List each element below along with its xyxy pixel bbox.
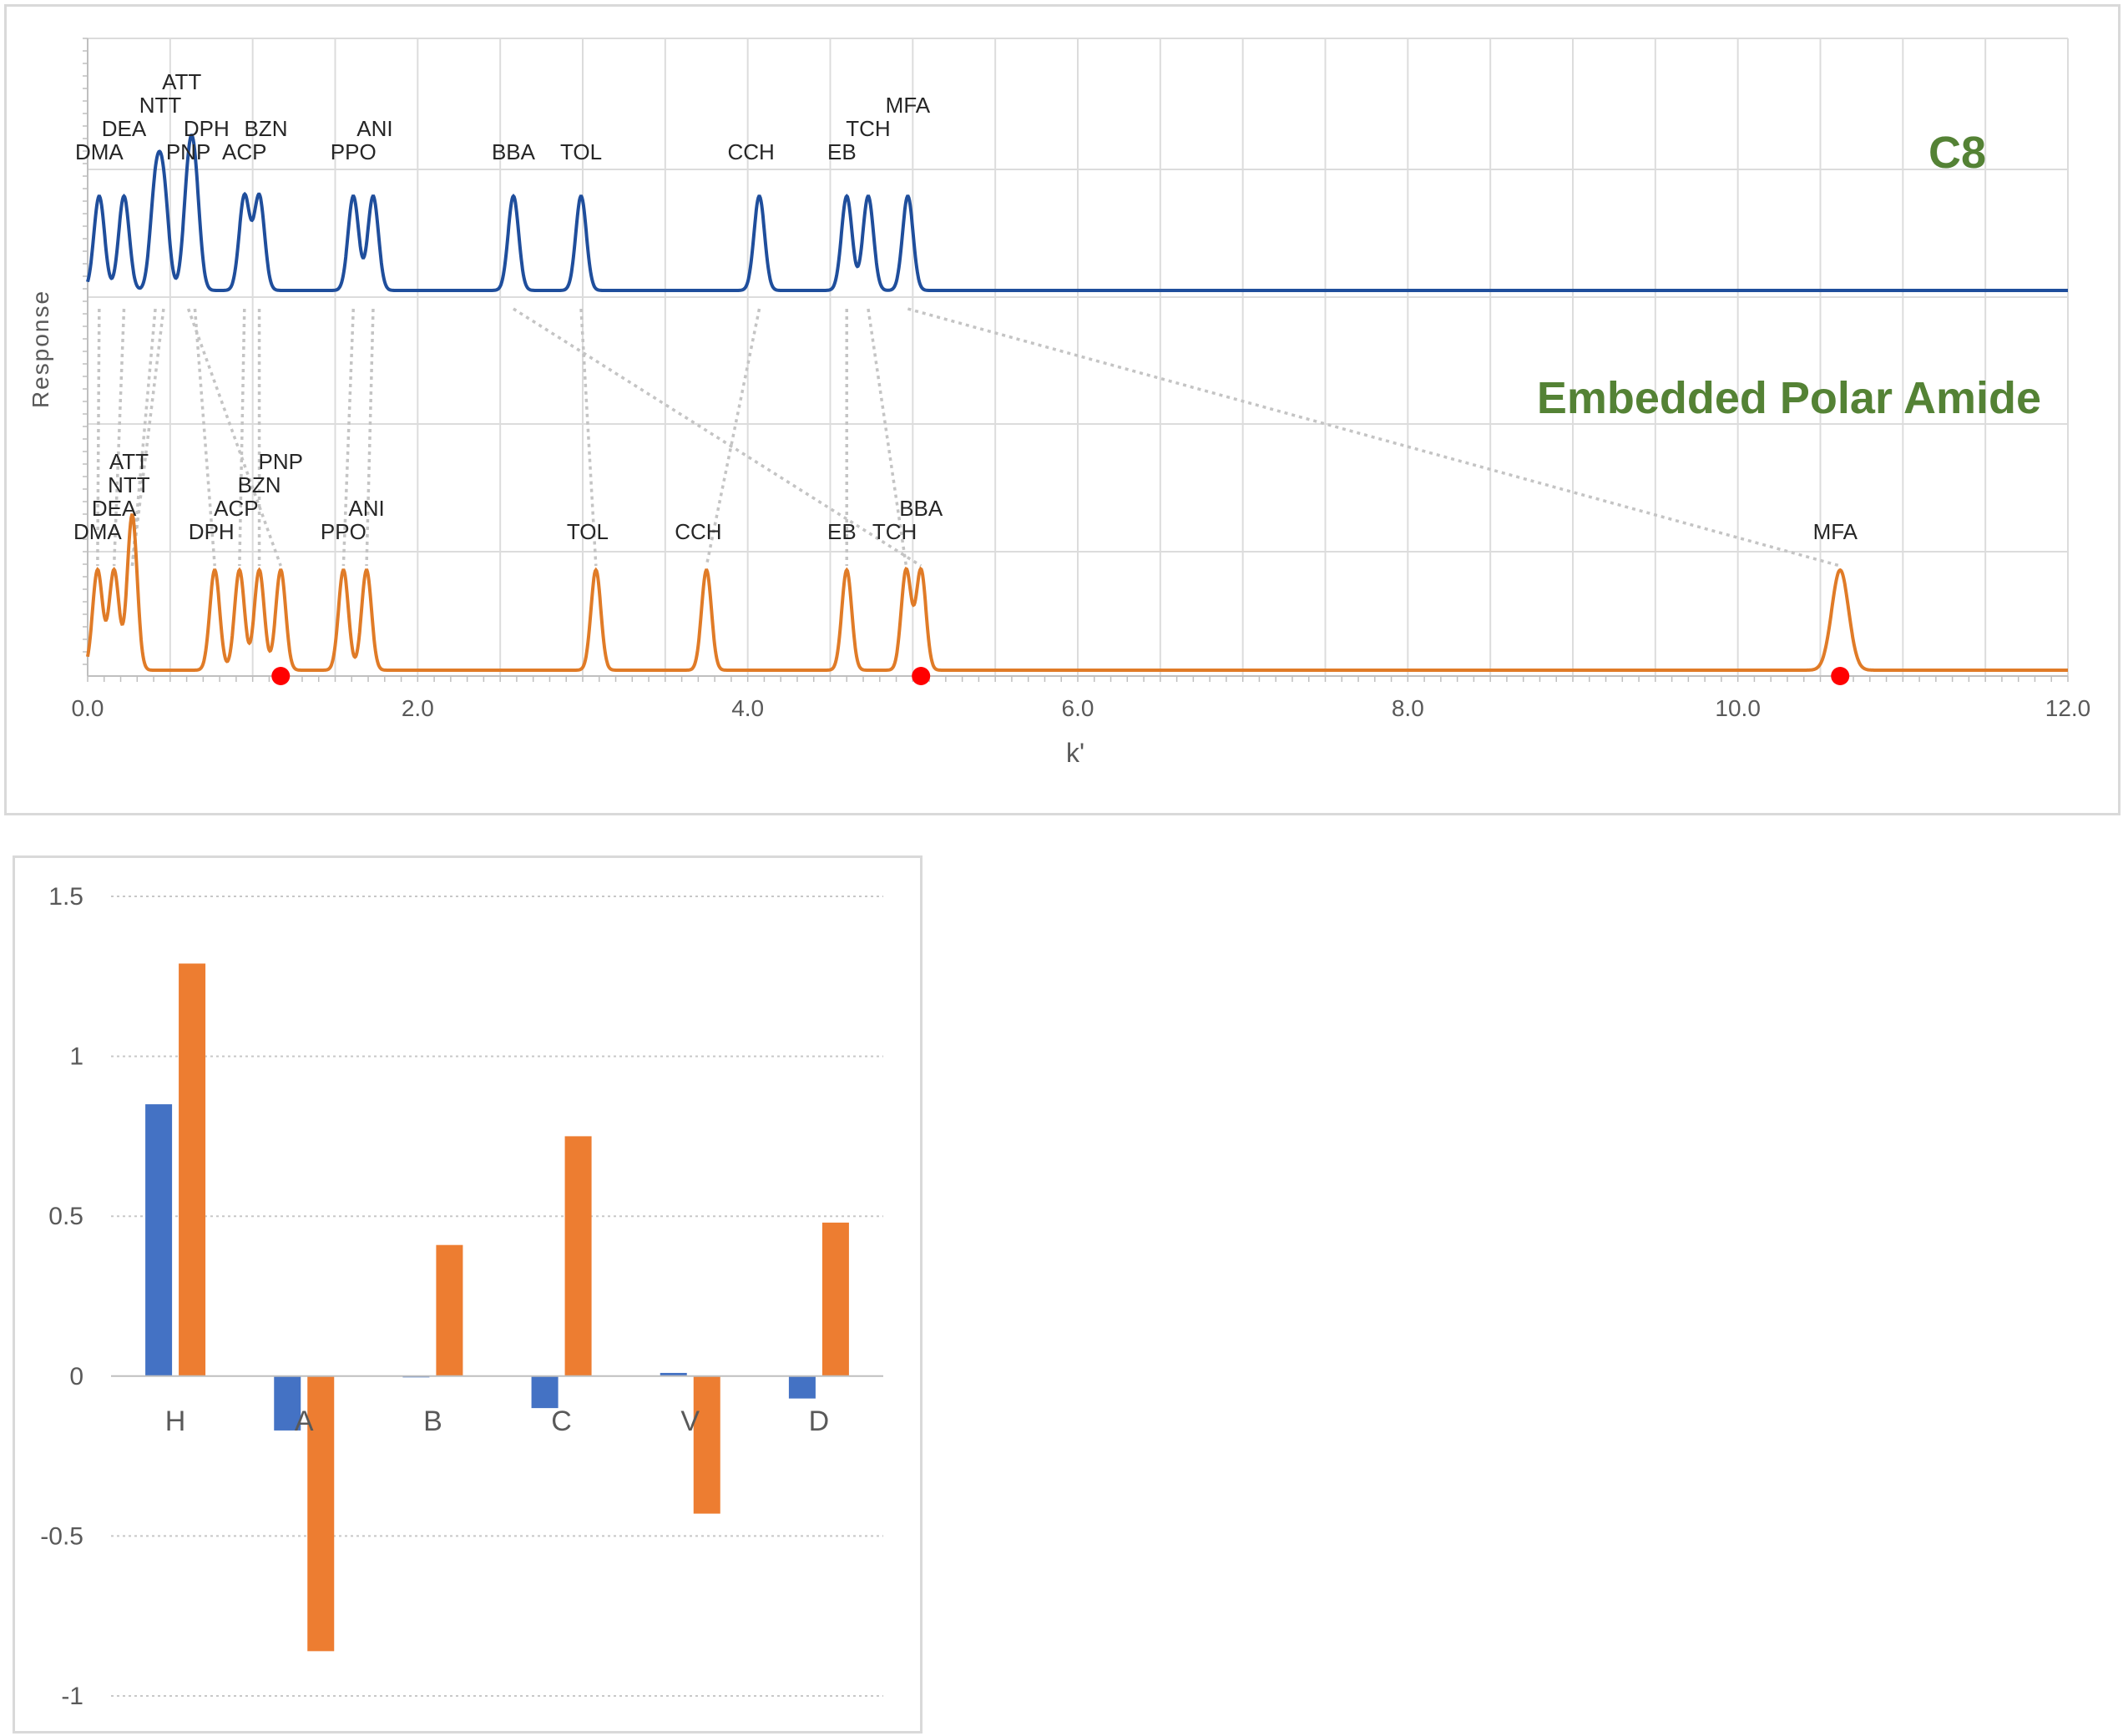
connector-line — [186, 308, 282, 567]
marked-point — [912, 667, 931, 685]
y-tick-label: 1.5 — [48, 883, 83, 911]
chromatogram-chart: 0.0 2.0 4.0 6.0 8.0 10.0 12.0 DMADEANTTATTPNPD… — [28, 38, 2091, 768]
peak-label: BZN — [238, 472, 281, 497]
bar — [274, 1375, 301, 1431]
peak-label: BBA — [492, 139, 536, 164]
series-label-c8: C8 — [1928, 128, 1986, 178]
connector-line — [130, 308, 165, 567]
category-label: C — [551, 1405, 572, 1437]
category-label: A — [295, 1405, 314, 1437]
x-tick-label: 10.0 — [1715, 695, 1761, 721]
peak-label: DPH — [189, 519, 235, 544]
peak-label: NTT — [139, 93, 182, 118]
peak-label: PNP — [166, 139, 210, 164]
y-tick-label: -0.5 — [40, 1522, 83, 1550]
peak-label: ACP — [222, 139, 266, 164]
peak-label: PPO — [321, 519, 366, 544]
peak-label: EB — [827, 519, 857, 544]
y-tick-label: 0.5 — [48, 1203, 83, 1230]
bar — [788, 1375, 816, 1399]
connector-line — [579, 308, 598, 567]
x-tick-label: 12.0 — [2045, 695, 2091, 721]
bar — [660, 1372, 687, 1376]
y-axis-title: Response — [28, 290, 53, 408]
marked-point — [271, 667, 291, 685]
x-tick-label: 4.0 — [731, 695, 764, 721]
peak-label: DMA — [73, 519, 122, 544]
peak-label: ATT — [109, 449, 149, 474]
series-trace — [86, 512, 2068, 672]
peak-label: CCH — [675, 519, 721, 544]
peak-label: ANI — [348, 496, 384, 521]
peak-label: ANI — [356, 116, 392, 141]
bar — [564, 1136, 592, 1376]
peak-label: TCH — [846, 116, 890, 141]
series-label-embedded-polar-amide: Embedded Polar Amide — [1537, 373, 2041, 423]
peak-label: BZN — [244, 116, 287, 141]
connector-line — [907, 307, 1841, 568]
connector-line — [365, 308, 375, 567]
peak-label: DMA — [75, 139, 124, 164]
peak-label: ACP — [214, 496, 258, 521]
category-label: H — [165, 1405, 186, 1437]
category-label: V — [680, 1405, 700, 1437]
peak-label: PNP — [259, 449, 303, 474]
x-axis-title: k' — [1066, 738, 1084, 768]
x-tick-label: 6.0 — [1062, 695, 1094, 721]
connector-line — [130, 308, 157, 567]
connector-line — [513, 307, 922, 568]
y-tick-label: 1 — [69, 1043, 83, 1071]
connector-line — [238, 308, 246, 567]
bar-chart: 1.5 1 0.5 0 -0.5 -1 H A B C V D — [40, 883, 883, 1710]
bar — [693, 1375, 720, 1514]
y-tick-label: -1 — [61, 1683, 83, 1710]
bar-chart-panel: 1.5 1 0.5 0 -0.5 -1 H A B C V D — [13, 855, 922, 1733]
peak-label: BBA — [899, 496, 943, 521]
bar — [531, 1375, 559, 1409]
bar — [821, 1222, 849, 1376]
peak-label: TCH — [872, 519, 917, 544]
peak-label: DPH — [184, 116, 230, 141]
connector-line — [867, 308, 908, 567]
bar — [436, 1244, 463, 1376]
peak-label: DEA — [102, 116, 147, 141]
peak-label: TOL — [560, 139, 602, 164]
peak-label: MFA — [886, 93, 931, 118]
peak-label: TOL — [567, 519, 609, 544]
peak-label: NTT — [108, 472, 150, 497]
peak-label: DEA — [92, 496, 137, 521]
bar — [307, 1375, 335, 1652]
connector-line — [193, 308, 216, 567]
bar — [145, 1104, 173, 1376]
series-trace — [86, 134, 2068, 292]
x-tick-label: 0.0 — [72, 695, 104, 721]
chromatogram-panel: 0.0 2.0 4.0 6.0 8.0 10.0 12.0 DMA DEA NTT ATT PNP D… — [4, 4, 2120, 815]
peak-label: EB — [827, 139, 857, 164]
connector-line — [112, 308, 126, 567]
peak-label: CCH — [727, 139, 774, 164]
x-tick-label: 8.0 — [1392, 695, 1424, 721]
marked-point — [1831, 667, 1850, 685]
category-label: D — [809, 1405, 830, 1437]
peak-label: PPO — [331, 139, 377, 164]
connector-line — [341, 308, 355, 567]
peak-label: MFA — [1813, 519, 1858, 544]
peak-label: ATT — [162, 69, 201, 94]
x-tick-label: 2.0 — [402, 695, 434, 721]
connector-line — [705, 308, 761, 567]
y-tick-label: 0 — [69, 1363, 83, 1390]
category-label: B — [423, 1405, 442, 1437]
bar — [179, 963, 206, 1376]
connector-line — [96, 308, 101, 567]
